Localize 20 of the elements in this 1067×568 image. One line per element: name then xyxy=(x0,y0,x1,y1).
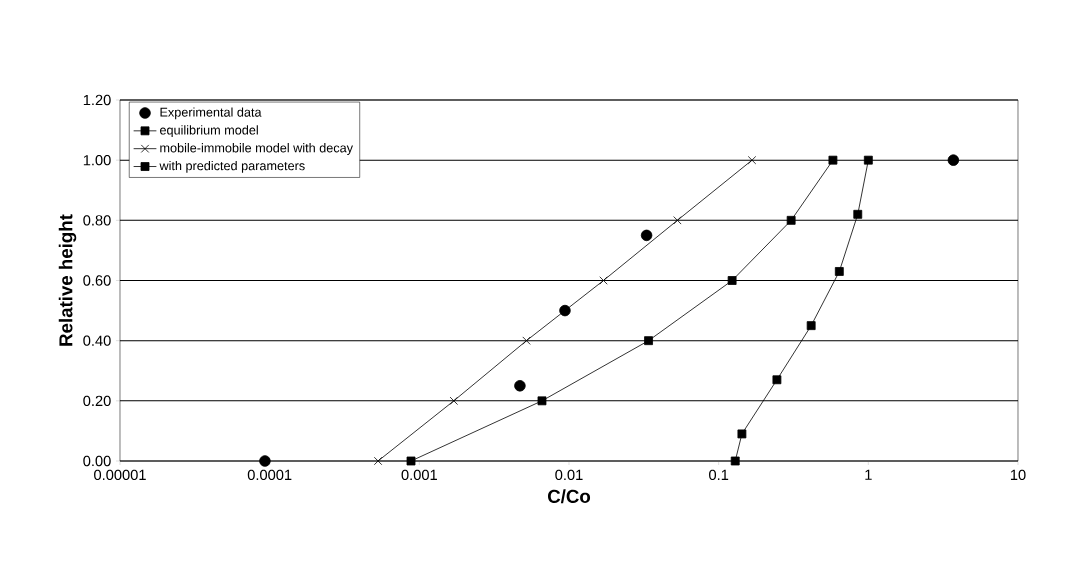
legend-label: equilibrium model xyxy=(160,125,258,138)
y-tick-label: 0.40 xyxy=(83,335,111,346)
x-tick-label: 0.001 xyxy=(401,469,437,481)
y-tick-label: 0.60 xyxy=(83,275,111,286)
x-tick-label: 0.0001 xyxy=(247,469,292,481)
y-tick-label: 1.20 xyxy=(83,94,111,106)
x-axis-title: C/Co xyxy=(548,489,591,504)
x-tick-label: 1 xyxy=(865,469,872,480)
x-tick-label: 0.1 xyxy=(709,469,729,481)
y-tick-label: 1.00 xyxy=(83,154,111,166)
y-tick-label: 0.00 xyxy=(83,455,111,467)
y-tick-label: 0.80 xyxy=(83,215,111,226)
x-tick-label: 0.01 xyxy=(555,469,583,481)
y-tick-label: 0.20 xyxy=(83,395,111,407)
x-tick-label: 0.00001 xyxy=(94,469,146,481)
x-tick-label: 10 xyxy=(1010,469,1026,481)
y-axis-title: Relative height xyxy=(58,214,77,346)
legend-label: Experimental data xyxy=(160,107,262,120)
legend-label: with predicted parameters xyxy=(159,160,305,173)
legend-label: mobile-immobile model with decay xyxy=(160,143,353,155)
